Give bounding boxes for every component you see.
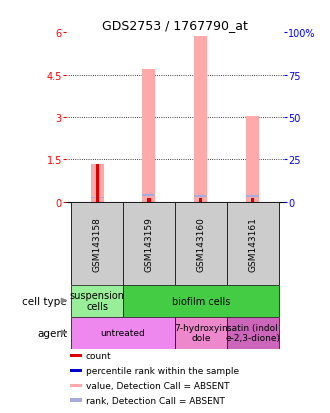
- Bar: [70, 354, 82, 358]
- Bar: [227, 317, 279, 349]
- Text: value, Detection Call = ABSENT: value, Detection Call = ABSENT: [85, 381, 229, 390]
- Title: GDS2753 / 1767790_at: GDS2753 / 1767790_at: [102, 19, 248, 32]
- Bar: [70, 399, 82, 402]
- Text: count: count: [85, 351, 111, 361]
- Text: GSM143161: GSM143161: [248, 216, 257, 271]
- Text: rank, Detection Call = ABSENT: rank, Detection Call = ABSENT: [85, 396, 224, 405]
- Bar: [246, 117, 259, 202]
- Bar: [227, 202, 279, 285]
- Bar: [194, 37, 207, 202]
- Bar: [91, 164, 104, 202]
- Bar: [175, 202, 227, 285]
- Text: suspension
cells: suspension cells: [70, 290, 125, 311]
- Bar: [70, 384, 82, 387]
- Text: biofilm cells: biofilm cells: [172, 296, 230, 306]
- Text: 7-hydroxyin
dole: 7-hydroxyin dole: [174, 323, 228, 342]
- Bar: [148, 199, 150, 202]
- Bar: [246, 196, 259, 198]
- Text: cell type: cell type: [22, 296, 67, 306]
- Bar: [71, 202, 123, 285]
- Text: GSM143159: GSM143159: [145, 216, 153, 271]
- Bar: [123, 202, 175, 285]
- Bar: [143, 195, 155, 197]
- Text: percentile rank within the sample: percentile rank within the sample: [85, 366, 239, 375]
- Text: untreated: untreated: [101, 328, 146, 337]
- Bar: [143, 70, 155, 202]
- Bar: [71, 285, 123, 317]
- Bar: [91, 197, 104, 199]
- Bar: [123, 285, 279, 317]
- Text: GSM143160: GSM143160: [196, 216, 205, 271]
- Text: agent: agent: [37, 328, 67, 338]
- Text: GSM143158: GSM143158: [93, 216, 102, 271]
- Bar: [251, 199, 254, 202]
- Bar: [96, 164, 99, 202]
- Bar: [199, 199, 202, 202]
- Bar: [194, 196, 207, 198]
- Bar: [70, 369, 82, 373]
- Bar: [175, 317, 227, 349]
- Text: satin (indol
e-2,3-dione): satin (indol e-2,3-dione): [225, 323, 280, 342]
- Bar: [71, 317, 175, 349]
